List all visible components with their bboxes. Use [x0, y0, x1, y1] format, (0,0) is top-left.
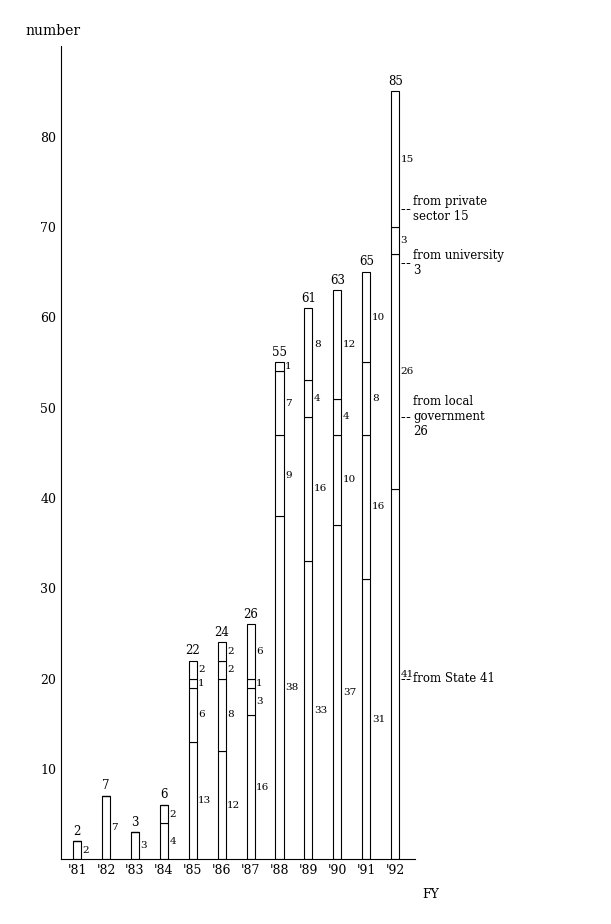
- Text: 26: 26: [243, 608, 258, 621]
- Bar: [246, 678, 255, 687]
- Text: 31: 31: [372, 715, 385, 723]
- Text: from local
government
26: from local government 26: [413, 395, 485, 438]
- Bar: [304, 561, 312, 859]
- Bar: [334, 525, 342, 859]
- Text: 2: 2: [73, 824, 81, 838]
- Bar: [159, 805, 168, 823]
- Text: 26: 26: [401, 367, 414, 376]
- Text: FY: FY: [423, 888, 439, 901]
- Bar: [334, 290, 342, 398]
- Text: 2: 2: [82, 845, 89, 855]
- Text: 7: 7: [111, 823, 118, 833]
- Bar: [73, 841, 81, 859]
- Text: 3: 3: [131, 816, 139, 829]
- Text: number: number: [26, 24, 81, 38]
- Text: 55: 55: [272, 346, 287, 359]
- Bar: [304, 417, 312, 561]
- Bar: [391, 489, 399, 859]
- Text: 4: 4: [314, 394, 321, 403]
- Bar: [159, 823, 168, 859]
- Text: 13: 13: [198, 796, 211, 805]
- Text: 12: 12: [227, 800, 240, 809]
- Text: 3: 3: [141, 841, 147, 850]
- Text: 6: 6: [256, 647, 263, 656]
- Text: 2: 2: [227, 665, 234, 675]
- Text: 4: 4: [343, 412, 349, 421]
- Text: 16: 16: [372, 503, 385, 512]
- Bar: [189, 661, 197, 678]
- Bar: [391, 254, 399, 489]
- Bar: [189, 678, 197, 687]
- Text: 22: 22: [185, 644, 200, 657]
- Text: from State 41: from State 41: [413, 672, 495, 685]
- Bar: [362, 272, 370, 362]
- Bar: [276, 371, 284, 434]
- Text: 8: 8: [227, 711, 234, 719]
- Text: 8: 8: [372, 394, 378, 403]
- Bar: [304, 309, 312, 381]
- Text: 2: 2: [227, 647, 234, 656]
- Bar: [334, 398, 342, 434]
- Text: 37: 37: [343, 687, 356, 697]
- Bar: [246, 715, 255, 859]
- Text: from university
3: from university 3: [413, 249, 504, 277]
- Text: 8: 8: [314, 340, 321, 349]
- Bar: [189, 687, 197, 742]
- Text: 1: 1: [285, 362, 291, 371]
- Text: 6: 6: [198, 711, 205, 719]
- Text: 10: 10: [372, 312, 385, 322]
- Text: 4: 4: [169, 837, 176, 845]
- Text: 1: 1: [198, 678, 205, 687]
- Bar: [218, 751, 225, 859]
- Text: 1: 1: [256, 678, 263, 687]
- Bar: [362, 434, 370, 579]
- Bar: [218, 678, 225, 751]
- Text: 85: 85: [388, 75, 403, 88]
- Text: 16: 16: [314, 484, 327, 493]
- Text: 16: 16: [256, 783, 269, 792]
- Bar: [246, 687, 255, 715]
- Text: 7: 7: [285, 398, 291, 407]
- Text: 41: 41: [401, 670, 414, 678]
- Bar: [276, 434, 284, 516]
- Text: 2: 2: [169, 809, 176, 819]
- Text: 6: 6: [160, 788, 167, 801]
- Bar: [276, 516, 284, 859]
- Text: 7: 7: [102, 780, 110, 793]
- Text: 3: 3: [256, 697, 263, 706]
- Text: 9: 9: [285, 471, 291, 480]
- Bar: [189, 742, 197, 859]
- Text: 2: 2: [198, 665, 205, 675]
- Bar: [304, 381, 312, 417]
- Text: 3: 3: [401, 236, 408, 245]
- Bar: [334, 434, 342, 525]
- Bar: [246, 625, 255, 678]
- Text: 12: 12: [343, 340, 356, 349]
- Bar: [362, 579, 370, 859]
- Text: 65: 65: [359, 255, 374, 269]
- Bar: [131, 833, 139, 859]
- Bar: [391, 227, 399, 254]
- Text: from private
sector 15: from private sector 15: [413, 195, 488, 223]
- Bar: [218, 642, 225, 661]
- Bar: [102, 796, 110, 859]
- Text: 38: 38: [285, 683, 298, 692]
- Text: 10: 10: [343, 475, 356, 484]
- Text: 15: 15: [401, 154, 414, 164]
- Text: 24: 24: [214, 626, 229, 638]
- Bar: [276, 362, 284, 371]
- Bar: [362, 362, 370, 434]
- Text: 61: 61: [301, 292, 316, 305]
- Bar: [391, 91, 399, 227]
- Bar: [218, 661, 225, 678]
- Text: 63: 63: [330, 274, 345, 286]
- Text: 33: 33: [314, 706, 327, 715]
